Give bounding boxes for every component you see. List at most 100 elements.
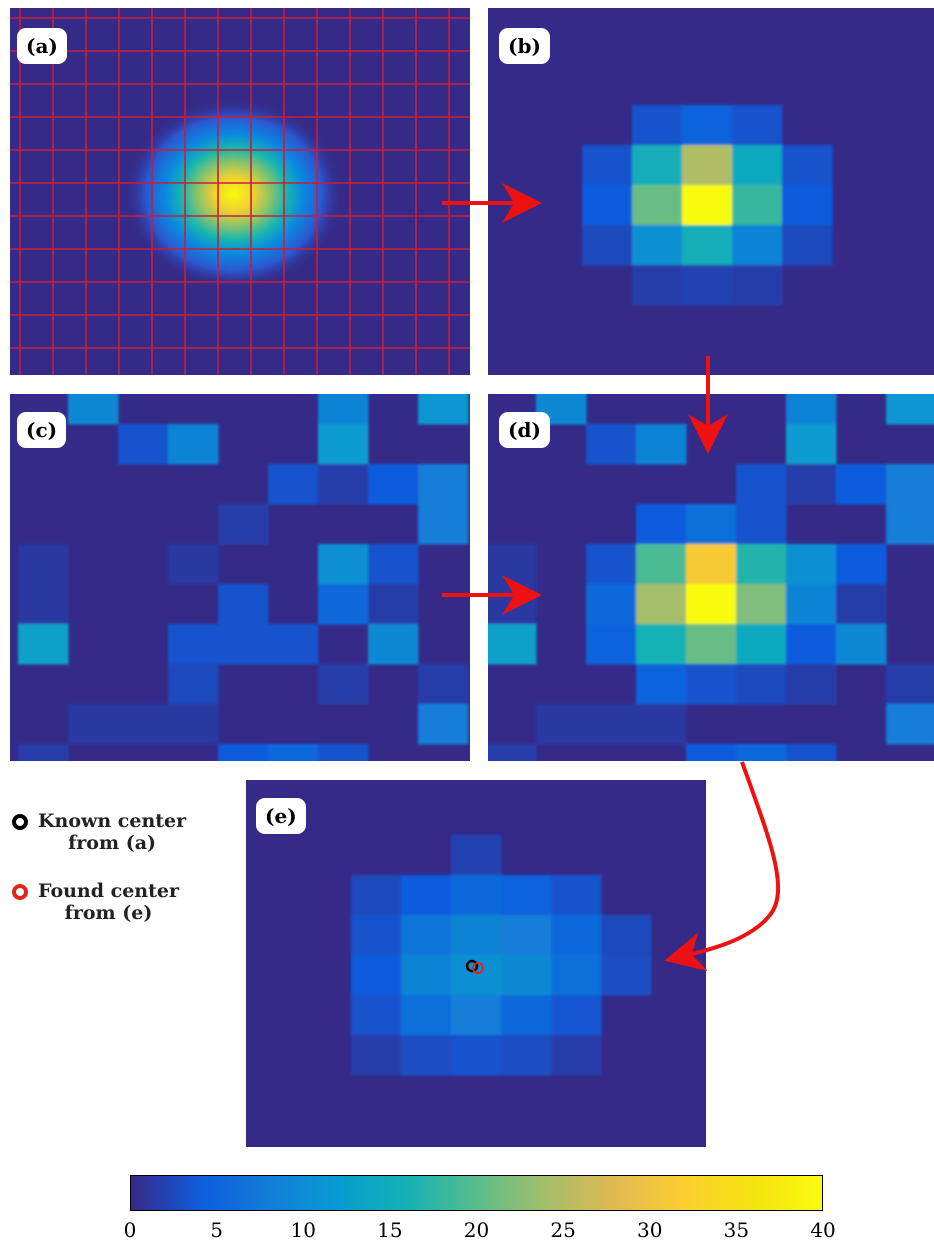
pixel-cell — [501, 875, 552, 916]
legend-found-center: Found center from (e) — [12, 880, 179, 924]
pixel-cell — [351, 915, 402, 956]
colorbar-tick-label: 10 — [290, 1218, 316, 1242]
pixel-cell — [732, 185, 783, 226]
pixel-grid-overlay — [10, 8, 470, 375]
pixel-cell — [736, 624, 787, 665]
pixel-cell — [418, 664, 469, 705]
pixel-cell — [401, 1035, 452, 1076]
pixel-cell — [786, 394, 837, 425]
pixel-cell — [586, 704, 637, 745]
pixel-cell — [886, 704, 934, 745]
pixel-cell — [636, 424, 687, 465]
pixel-cell — [218, 584, 269, 625]
pixel-cell — [601, 915, 652, 956]
pixel-cell — [601, 955, 652, 996]
pixel-cell — [686, 584, 737, 625]
pixel-cell — [786, 624, 837, 665]
pixel-cell — [488, 744, 537, 761]
pixel-cell — [636, 584, 687, 625]
pixel-cell — [451, 875, 502, 916]
pixel-cell — [351, 995, 402, 1036]
pixel-cell — [636, 624, 687, 665]
pixel-cell — [682, 105, 733, 146]
pixel-cell — [786, 544, 837, 585]
pixel-cell — [682, 225, 733, 266]
pixel-cell — [451, 995, 502, 1036]
pixel-cell — [401, 875, 452, 916]
pixel-cell — [586, 544, 637, 585]
colorbar-tick-label: 30 — [637, 1218, 663, 1242]
pixel-cell — [682, 185, 733, 226]
pixel-cell — [218, 624, 269, 665]
known-center-legend-icon — [12, 814, 28, 830]
pixel-cell — [318, 584, 369, 625]
pixel-cell — [632, 145, 683, 186]
pixel-cell — [636, 704, 687, 745]
pixel-cell — [786, 664, 837, 705]
pixel-cell — [632, 105, 683, 146]
panel-label-e: (e) — [256, 798, 306, 834]
panel-a-gaussian-with-grid: (a) — [10, 8, 470, 375]
pixel-cell — [886, 504, 934, 545]
gaussian-spot — [124, 98, 344, 290]
pixel-cell — [782, 225, 833, 266]
noisy-signal-image — [488, 394, 934, 761]
pixel-cell — [886, 664, 934, 705]
noise-image — [18, 394, 469, 761]
panel-label-c: (c) — [17, 412, 67, 448]
pixel-cell — [686, 544, 737, 585]
pixel-cell — [368, 584, 419, 625]
pixel-cell — [636, 544, 687, 585]
arrow-d-to-e — [664, 761, 781, 972]
pixel-cell — [168, 664, 219, 705]
pixel-cell — [451, 1035, 502, 1076]
colorbar-tick-label: 20 — [463, 1218, 490, 1242]
pixel-cell — [318, 394, 369, 425]
pixel-cell — [401, 915, 452, 956]
pixel-cell — [551, 875, 602, 916]
pixel-cell — [318, 544, 369, 585]
colorbar-tick-label: 5 — [210, 1218, 223, 1242]
pixel-cell — [501, 915, 552, 956]
pixel-cell — [686, 744, 737, 761]
panel-b-pixelated-signal: (b) — [488, 8, 934, 375]
pixel-cell — [268, 464, 319, 505]
pixel-cell — [268, 744, 319, 761]
pixel-cell — [218, 744, 269, 761]
colorbar-tick-label: 15 — [377, 1218, 403, 1242]
pixel-cell — [551, 995, 602, 1036]
pixel-cell — [636, 664, 687, 705]
pixel-cell — [401, 995, 452, 1036]
legend-known-center: Known center from (a) — [12, 810, 186, 854]
pixel-cell — [686, 504, 737, 545]
pixel-cell — [451, 915, 502, 956]
known-center-marker — [465, 959, 479, 973]
pixel-cell — [736, 744, 787, 761]
pixel-cell — [736, 584, 787, 625]
pixel-cell — [836, 584, 887, 625]
pixel-cell — [836, 464, 887, 505]
pixel-cell — [318, 464, 369, 505]
pixel-cell — [418, 464, 469, 505]
pixel-cell — [682, 265, 733, 306]
pixel-cell — [168, 624, 219, 665]
legend-found-line2: from (e) — [64, 902, 153, 924]
gaussian-image — [10, 8, 470, 375]
panel-c-noise: (c) — [10, 394, 470, 761]
colorbar-tick-label: 0 — [123, 1218, 137, 1242]
pixel-cell — [551, 1035, 602, 1076]
pixel-cell — [536, 704, 587, 745]
colorbar-tick-label: 35 — [723, 1218, 750, 1242]
pixel-cell — [732, 145, 783, 186]
pixel-cell — [836, 624, 887, 665]
panel-label-a: (a) — [17, 28, 67, 64]
pixel-cell — [18, 744, 69, 761]
pixel-cell — [501, 995, 552, 1036]
pixel-cell — [18, 624, 69, 665]
pixel-cell — [682, 145, 733, 186]
pixel-cell — [451, 835, 502, 876]
pixel-cell — [586, 424, 637, 465]
pixel-cell — [786, 584, 837, 625]
pixel-cell — [736, 464, 787, 505]
